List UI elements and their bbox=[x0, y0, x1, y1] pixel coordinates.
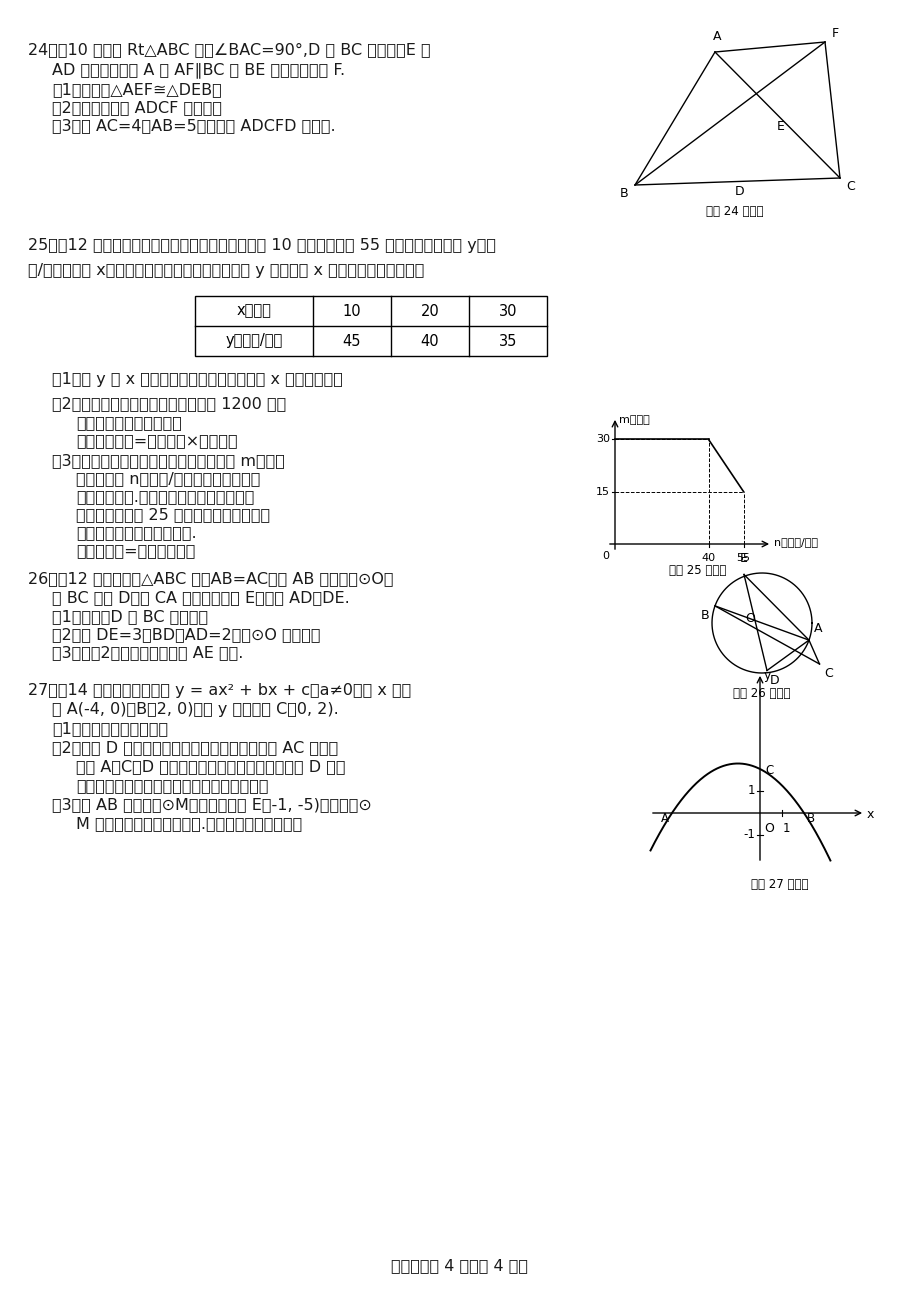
Text: 30: 30 bbox=[498, 303, 516, 318]
Text: （注：总成本=每吨成本×总产量）: （注：总成本=每吨成本×总产量） bbox=[76, 433, 237, 448]
Text: （第 26 题图）: （第 26 题图） bbox=[732, 686, 790, 699]
Text: 标及此时三角形的面积（解题用图见答题卡）: 标及此时三角形的面积（解题用图见答题卡） bbox=[76, 777, 268, 793]
Text: B: B bbox=[699, 608, 709, 621]
Text: y（万元/吨）: y（万元/吨） bbox=[225, 334, 282, 348]
Text: （第 24 题图）: （第 24 题图） bbox=[706, 205, 763, 218]
Text: D: D bbox=[734, 185, 744, 198]
Text: -1: -1 bbox=[743, 828, 754, 841]
Text: M 相切，求该直线的解析式.（解题用图见答题卡）: M 相切，求该直线的解析式.（解题用图见答题卡） bbox=[76, 816, 302, 831]
Text: 20: 20 bbox=[420, 303, 439, 318]
Text: 27．（14 分）如图，抛物线 y = ax² + bx + c（a≠0）与 x 轴交: 27．（14 分）如图，抛物线 y = ax² + bx + c（a≠0）与 x… bbox=[28, 682, 411, 698]
Text: O: O bbox=[744, 611, 754, 624]
Text: （第 27 题图）: （第 27 题图） bbox=[751, 878, 808, 891]
Text: A: A bbox=[813, 623, 822, 636]
Text: （1）求 y 与 x 的函数关系式，并写出自变量 x 的取值范围；: （1）求 y 与 x 的函数关系式，并写出自变量 x 的取值范围； bbox=[52, 372, 343, 387]
Text: 示的函数关系.该厂第一个月按同一销售单: 示的函数关系.该厂第一个月按同一销售单 bbox=[76, 489, 254, 504]
Text: 40: 40 bbox=[420, 334, 439, 348]
Text: 25．（12 分）某工厂生产一种产品，当产量至少为 10 吨，但不超过 55 吨时，每吨的成本 y（万: 25．（12 分）某工厂生产一种产品，当产量至少为 10 吨，但不超过 55 吨… bbox=[28, 238, 495, 254]
Text: AD 的中点．过点 A 作 AF∥BC 交 BE 的延长线于点 F.: AD 的中点．过点 A 作 AF∥BC 交 BE 的延长线于点 F. bbox=[52, 62, 345, 78]
Text: E: E bbox=[777, 120, 784, 133]
Text: 24．（10 分）在 Rt△ABC 中，∠BAC=90°,D 是 BC 的中点，E 是: 24．（10 分）在 Rt△ABC 中，∠BAC=90°,D 是 BC 的中点，… bbox=[28, 42, 430, 57]
Text: x: x bbox=[866, 809, 873, 822]
Text: （1）求证：△AEF≅△DEB；: （1）求证：△AEF≅△DEB； bbox=[52, 82, 221, 98]
Text: 于 A(-4, 0)，B（2, 0)，与 y 轴交与点 C（0, 2).: 于 A(-4, 0)，B（2, 0)，与 y 轴交与点 C（0, 2). bbox=[52, 702, 338, 718]
Text: A: A bbox=[712, 30, 720, 43]
Text: 当以 A，C，D 为顶点的三角形面积最大时，求点 D 的坐: 当以 A，C，D 为顶点的三角形面积最大时，求点 D 的坐 bbox=[76, 759, 346, 774]
Text: （2）若 DE=3，BD－AD=2，求⊙O 的半径；: （2）若 DE=3，BD－AD=2，求⊙O 的半径； bbox=[52, 627, 320, 642]
Text: D: D bbox=[769, 673, 778, 686]
Text: 元/吨）与产量 x（吨）之间是一次函数关系，函数 y 与自变量 x 的部分对应值如下表：: 元/吨）与产量 x（吨）之间是一次函数关系，函数 y 与自变量 x 的部分对应值… bbox=[28, 263, 424, 278]
Text: 10: 10 bbox=[342, 303, 361, 318]
Text: （第 25 题图）: （第 25 题图） bbox=[668, 564, 725, 577]
Text: B: B bbox=[806, 811, 814, 824]
Text: （3）在（2）的条件下，求弦 AE 的长.: （3）在（2）的条件下，求弦 AE 的长. bbox=[52, 645, 244, 660]
Text: A: A bbox=[660, 811, 668, 824]
Text: 30: 30 bbox=[596, 434, 609, 445]
Text: m（吨）: m（吨） bbox=[618, 415, 649, 425]
Text: y: y bbox=[763, 670, 770, 682]
Text: （2）当投入生产这种产品的总成本为 1200 万元: （2）当投入生产这种产品的总成本为 1200 万元 bbox=[52, 396, 286, 411]
Text: E: E bbox=[739, 552, 747, 566]
Text: 35: 35 bbox=[498, 334, 516, 348]
Text: C: C bbox=[823, 667, 833, 680]
Text: （1）求抛物线的解析式；: （1）求抛物线的解析式； bbox=[52, 722, 168, 736]
Text: 交 BC 于点 D，交 CA 的延长线于点 E，连接 AD、DE.: 交 BC 于点 D，交 CA 的延长线于点 E，连接 AD、DE. bbox=[52, 590, 349, 605]
Text: n（万元/吨）: n（万元/吨） bbox=[773, 537, 817, 547]
Text: 40: 40 bbox=[700, 552, 715, 563]
Text: 价卖出这种产品 25 吨，请求出该厂第一个: 价卖出这种产品 25 吨，请求出该厂第一个 bbox=[76, 507, 270, 523]
Text: （2）证明四边形 ADCF 是菱形；: （2）证明四边形 ADCF 是菱形； bbox=[52, 100, 221, 114]
Text: x（吨）: x（吨） bbox=[236, 303, 271, 318]
Text: 45: 45 bbox=[343, 334, 361, 348]
Text: （3）以 AB 为直径作⊙M，直线经过点 E（-1, -5)，并且与⊙: （3）以 AB 为直径作⊙M，直线经过点 E（-1, -5)，并且与⊙ bbox=[52, 797, 371, 812]
Text: 1: 1 bbox=[746, 784, 754, 797]
Bar bbox=[195, 296, 547, 356]
Text: 15: 15 bbox=[596, 486, 609, 497]
Text: （注：利润=售价一成本）: （注：利润=售价一成本） bbox=[76, 543, 195, 558]
Text: （3）若 AC=4，AB=5，求菱形 ADCFD 的面积.: （3）若 AC=4，AB=5，求菱形 ADCFD 的面积. bbox=[52, 118, 335, 133]
Text: O: O bbox=[763, 822, 773, 835]
Text: 时，求该产品的总产量；: 时，求该产品的总产量； bbox=[76, 415, 182, 430]
Text: 1: 1 bbox=[782, 822, 789, 835]
Text: 26．（12 分）如图，△ABC 中，AB=AC，以 AB 为直径作⊙O，: 26．（12 分）如图，△ABC 中，AB=AC，以 AB 为直径作⊙O， bbox=[28, 571, 393, 586]
Text: （1）求证：D 是 BC 的中点；: （1）求证：D 是 BC 的中点； bbox=[52, 608, 208, 624]
Text: B: B bbox=[618, 187, 628, 200]
Text: 月销售这种产品获得的利润.: 月销售这种产品获得的利润. bbox=[76, 525, 197, 540]
Text: 与销售单价 n（万元/吨）之间满足如图所: 与销售单价 n（万元/吨）之间满足如图所 bbox=[76, 471, 260, 486]
Text: （2）若点 D 为该抛物线上的一个动点，且在直线 AC 上方，: （2）若点 D 为该抛物线上的一个动点，且在直线 AC 上方， bbox=[52, 740, 338, 755]
Text: C: C bbox=[765, 764, 772, 777]
Text: （3）市场调查发现，这种产品每月销售量 m（吨）: （3）市场调查发现，这种产品每月销售量 m（吨） bbox=[52, 452, 285, 468]
Text: C: C bbox=[845, 179, 854, 192]
Text: F: F bbox=[831, 27, 838, 40]
Text: 55: 55 bbox=[736, 552, 750, 563]
Text: 0: 0 bbox=[601, 551, 608, 562]
Text: 数学试卷第 4 页（共 4 页）: 数学试卷第 4 页（共 4 页） bbox=[391, 1258, 528, 1273]
